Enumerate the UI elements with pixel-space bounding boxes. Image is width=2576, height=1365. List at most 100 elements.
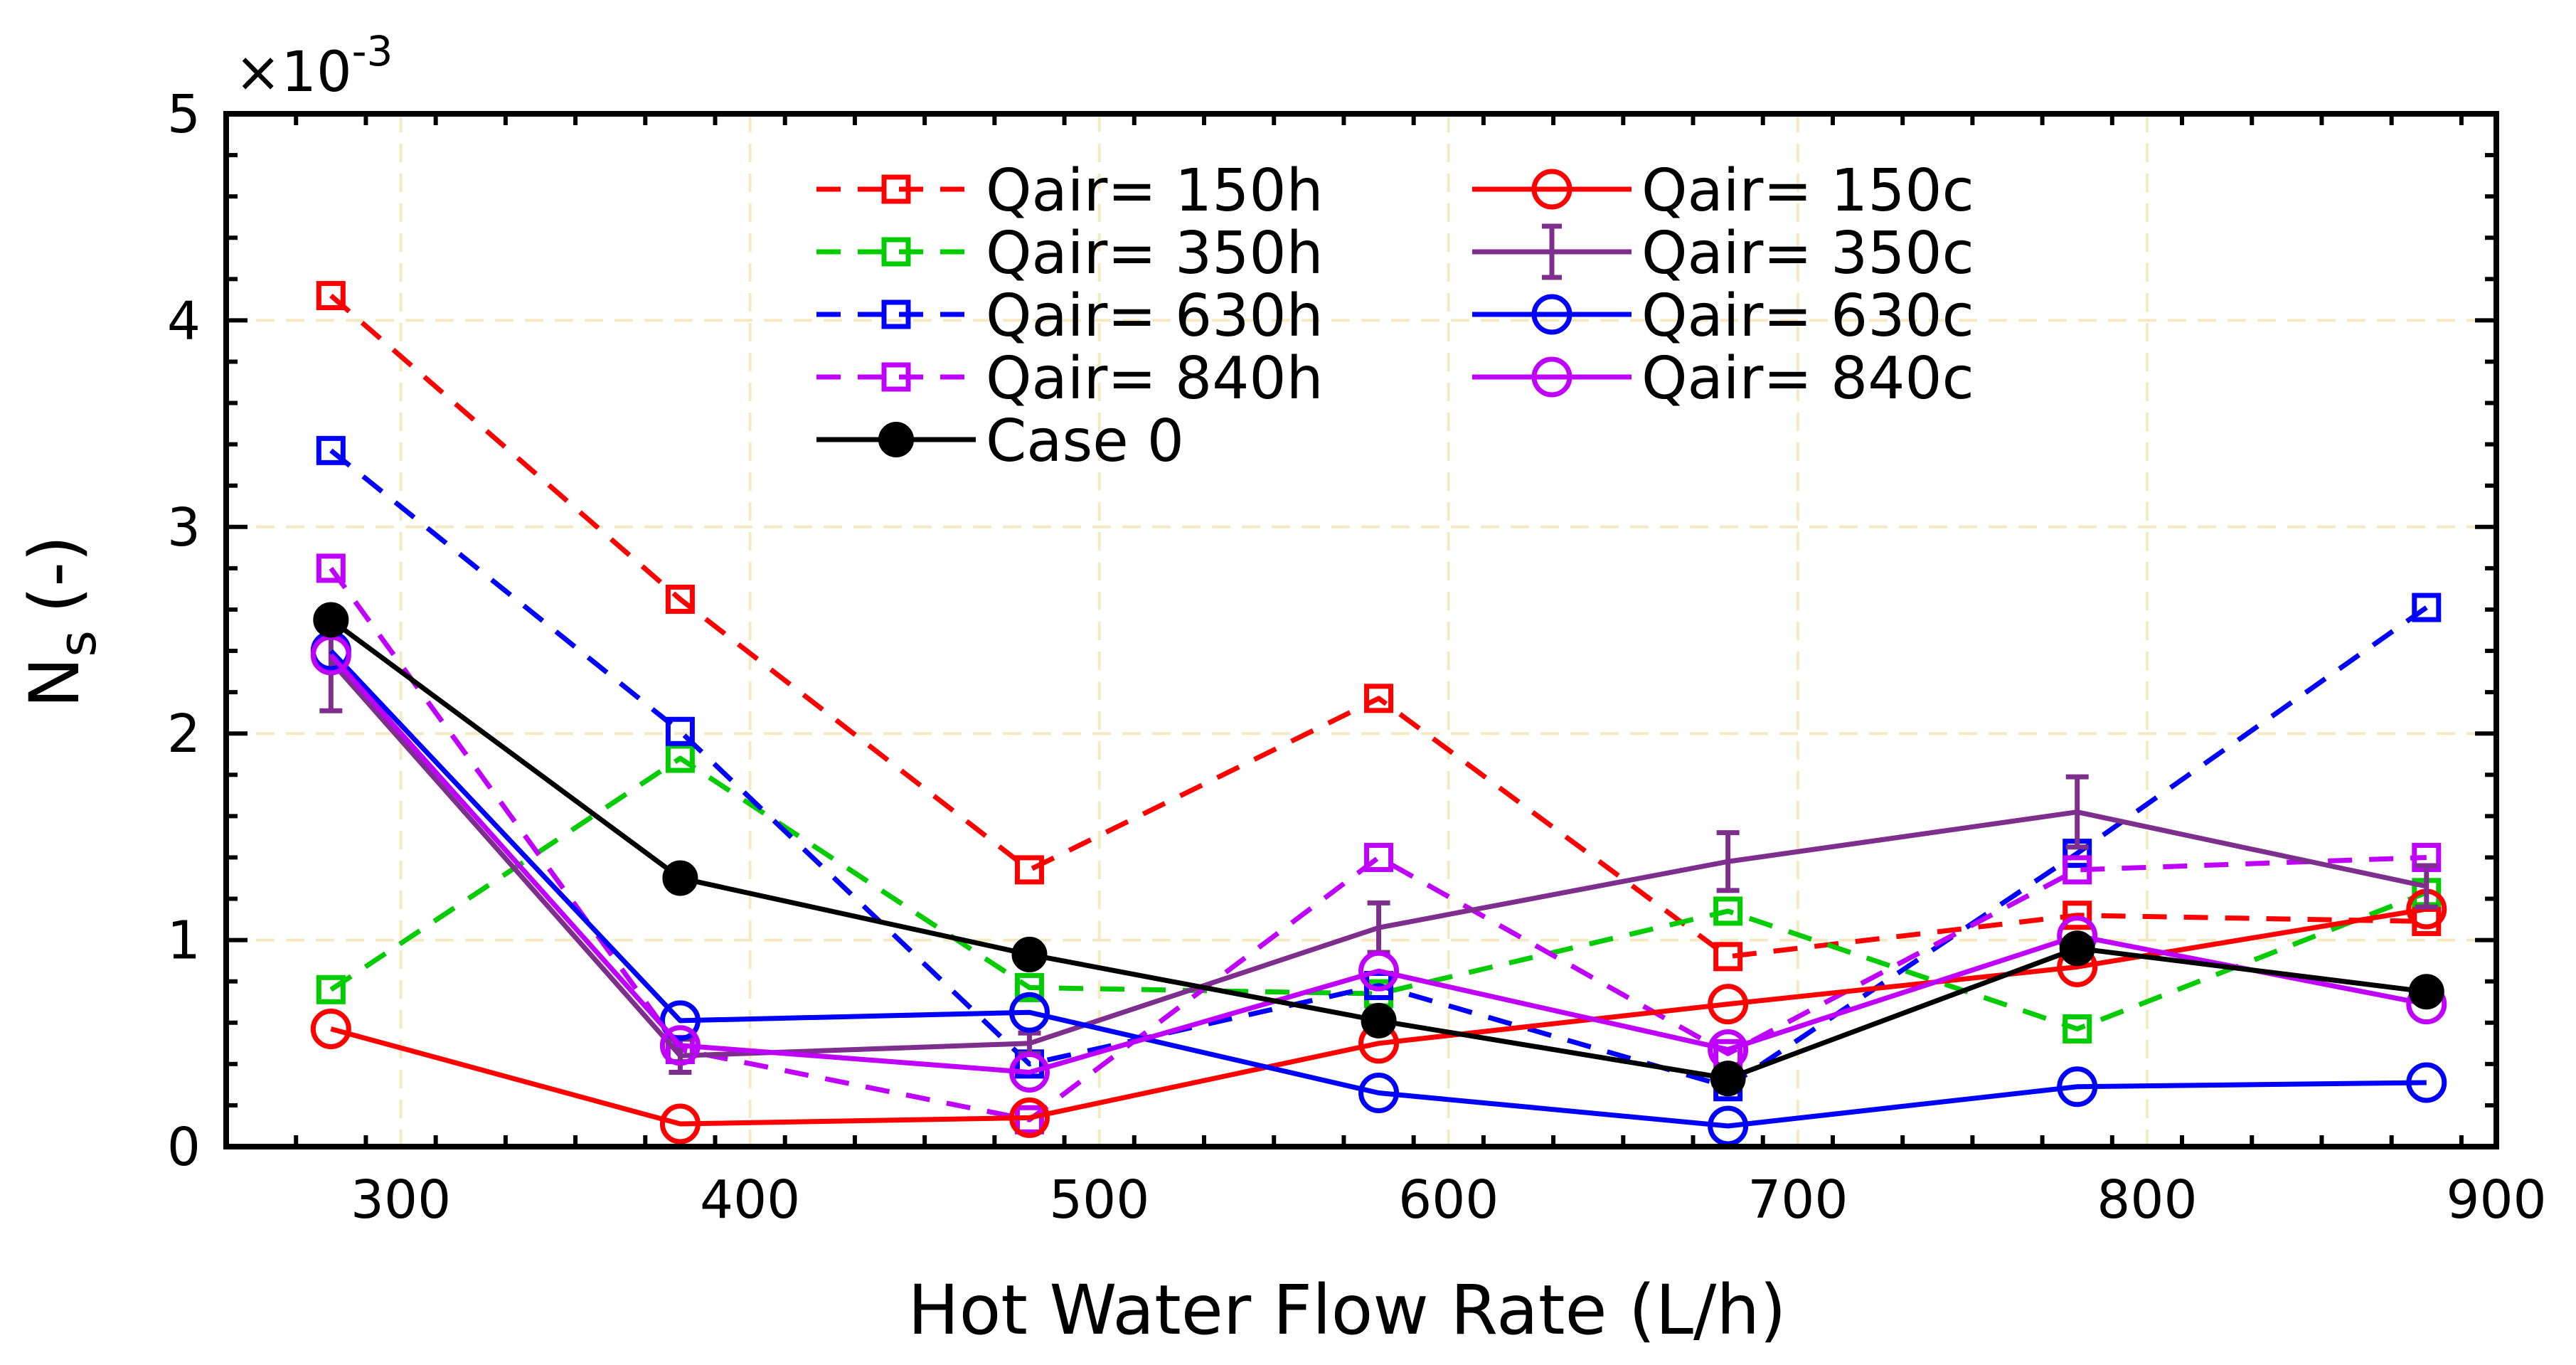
y-axis-title-main: N	[15, 657, 95, 708]
legend-entry-qair-840c: Qair= 840c	[1472, 345, 1974, 413]
x-tick-label-900: 900	[2446, 1169, 2546, 1231]
legend-label-qair-150h: Qair= 150h	[986, 157, 1324, 225]
point-qair-150c-680	[1708, 984, 1749, 1025]
errorbar-qair-350c-680	[1716, 830, 1740, 893]
legend-entry-qair-630h: Qair= 630h	[816, 282, 1324, 350]
point-qair-630c-680	[1708, 1105, 1749, 1147]
point-qair-150c-480	[1008, 1097, 1050, 1138]
point-qair-150c-280	[310, 1008, 351, 1049]
point-case-0-580	[1361, 1002, 1397, 1039]
point-qair-840c-480	[1008, 1051, 1050, 1093]
point-qair-630h-380	[665, 716, 695, 746]
point-qair-840h-780	[2063, 855, 2092, 885]
legend-marker-qair-840h	[881, 362, 911, 392]
x-tick-label-700: 700	[1747, 1169, 1848, 1231]
y-multiplier-base: ×10	[235, 41, 352, 105]
point-qair-630h-880	[2412, 593, 2442, 622]
point-case-0-380	[662, 860, 698, 896]
legend-label-qair-350c: Qair= 350c	[1641, 220, 1974, 287]
legend-marker-qair-150h	[881, 174, 911, 204]
point-case-0-280	[313, 602, 349, 638]
series-case-0	[313, 602, 2444, 1097]
legend-label-qair-840h: Qair= 840h	[986, 345, 1324, 413]
legend-label-qair-150c: Qair= 150c	[1641, 157, 1974, 225]
grid	[226, 114, 2496, 1147]
point-qair-150h-580	[1364, 684, 1394, 713]
point-qair-630c-780	[2057, 1066, 2098, 1108]
errorbar-qair-350c-880	[2415, 863, 2438, 910]
y-tick-label-5: 5	[167, 84, 201, 145]
point-qair-840c-380	[659, 1025, 701, 1066]
point-case-0-780	[2059, 930, 2095, 967]
point-qair-150h-480	[1014, 855, 1044, 885]
legend-label-qair-350h: Qair= 350h	[986, 220, 1324, 287]
x-tick-label-800: 800	[2097, 1169, 2197, 1231]
legend-entry-qair-350c: Qair= 350c	[1472, 220, 1974, 287]
point-qair-630c-880	[2406, 1062, 2447, 1103]
legend-entry-qair-150c: Qair= 150c	[1472, 157, 1974, 225]
legend-marker-qair-150c	[1531, 169, 1572, 210]
point-qair-150h-380	[665, 584, 695, 614]
plot-frame	[223, 111, 2499, 1149]
series-layer	[310, 281, 2447, 1147]
legend-marker-qair-630c	[1531, 294, 1572, 335]
point-qair-350h-480	[1014, 972, 1044, 1002]
legend-label-qair-630c: Qair= 630c	[1641, 282, 1974, 350]
errorbar-qair-350c-780	[2065, 774, 2089, 850]
point-qair-150h-780	[2063, 901, 2092, 930]
series-line-qair-630c	[329, 649, 2427, 1129]
x-tick-label-300: 300	[351, 1169, 451, 1231]
legend-label-qair-630h: Qair= 630h	[986, 282, 1324, 350]
legend-entry-qair-840h: Qair= 840h	[816, 345, 1324, 413]
point-qair-350h-680	[1713, 896, 1743, 926]
y-multiplier-exponent: -3	[352, 27, 393, 75]
y-multiplier: ×10-3	[235, 27, 393, 105]
legend-entry-qair-350h: Qair= 350h	[816, 220, 1324, 287]
tick-labels: 300 400 500 600 700 800 900 0 1 2 3 4 5	[167, 84, 2547, 1231]
x-tick-label-400: 400	[700, 1169, 800, 1231]
x-tick-label-600: 600	[1398, 1169, 1499, 1231]
y-axis-title-unit: (-)	[15, 536, 95, 614]
legend-marker-case-0	[878, 422, 914, 457]
point-qair-840h-580	[1364, 842, 1394, 872]
plot-border	[223, 111, 2499, 1149]
series-line-qair-150c	[330, 906, 2427, 1127]
point-qair-630c-380	[659, 1000, 701, 1041]
legend-marker-qair-350h	[881, 237, 911, 267]
point-qair-150h-680	[1713, 942, 1743, 972]
point-qair-150c-380	[659, 1103, 701, 1144]
point-qair-350h-280	[316, 974, 346, 1004]
y-axis-title-subscript: s	[48, 630, 107, 657]
point-case-0-880	[2408, 974, 2444, 1010]
point-qair-630c-480	[1008, 992, 1050, 1033]
legend-marker-qair-630h	[881, 299, 911, 329]
legend-entry-qair-150h: Qair= 150h	[816, 157, 1324, 225]
x-axis-title: Hot Water Flow Rate (L/h)	[908, 1270, 1786, 1350]
legend-entry-case-0: Case 0	[816, 408, 1184, 475]
y-axis-title: Ns (-)	[15, 536, 107, 708]
series-line-qair-150h	[329, 293, 2427, 960]
series-qair-630c	[310, 630, 2447, 1147]
point-qair-350h-780	[2063, 1014, 2092, 1043]
y-tick-label-2: 2	[167, 703, 201, 765]
point-qair-840c-580	[1358, 950, 1400, 992]
point-case-0-680	[1710, 1061, 1746, 1097]
point-case-0-480	[1011, 936, 1048, 972]
y-tick-label-0: 0	[167, 1117, 201, 1178]
point-qair-350h-380	[665, 743, 695, 773]
y-tick-label-1: 1	[167, 910, 201, 972]
series-line-qair-350h	[329, 755, 2428, 1031]
point-qair-840h-280	[316, 553, 346, 583]
legend-entry-qair-630c: Qair= 630c	[1472, 282, 1974, 350]
series-line-qair-630h	[329, 448, 2428, 1090]
legend-label-case-0: Case 0	[986, 408, 1184, 475]
y-tick-label-3: 3	[167, 497, 201, 558]
x-tick-label-500: 500	[1049, 1169, 1149, 1231]
point-qair-150h-280	[316, 281, 346, 311]
y-tick-label-4: 4	[167, 290, 201, 351]
legend-label-qair-840c: Qair= 840c	[1641, 345, 1974, 413]
point-qair-630c-580	[1358, 1072, 1400, 1113]
point-qair-630h-280	[316, 435, 346, 465]
